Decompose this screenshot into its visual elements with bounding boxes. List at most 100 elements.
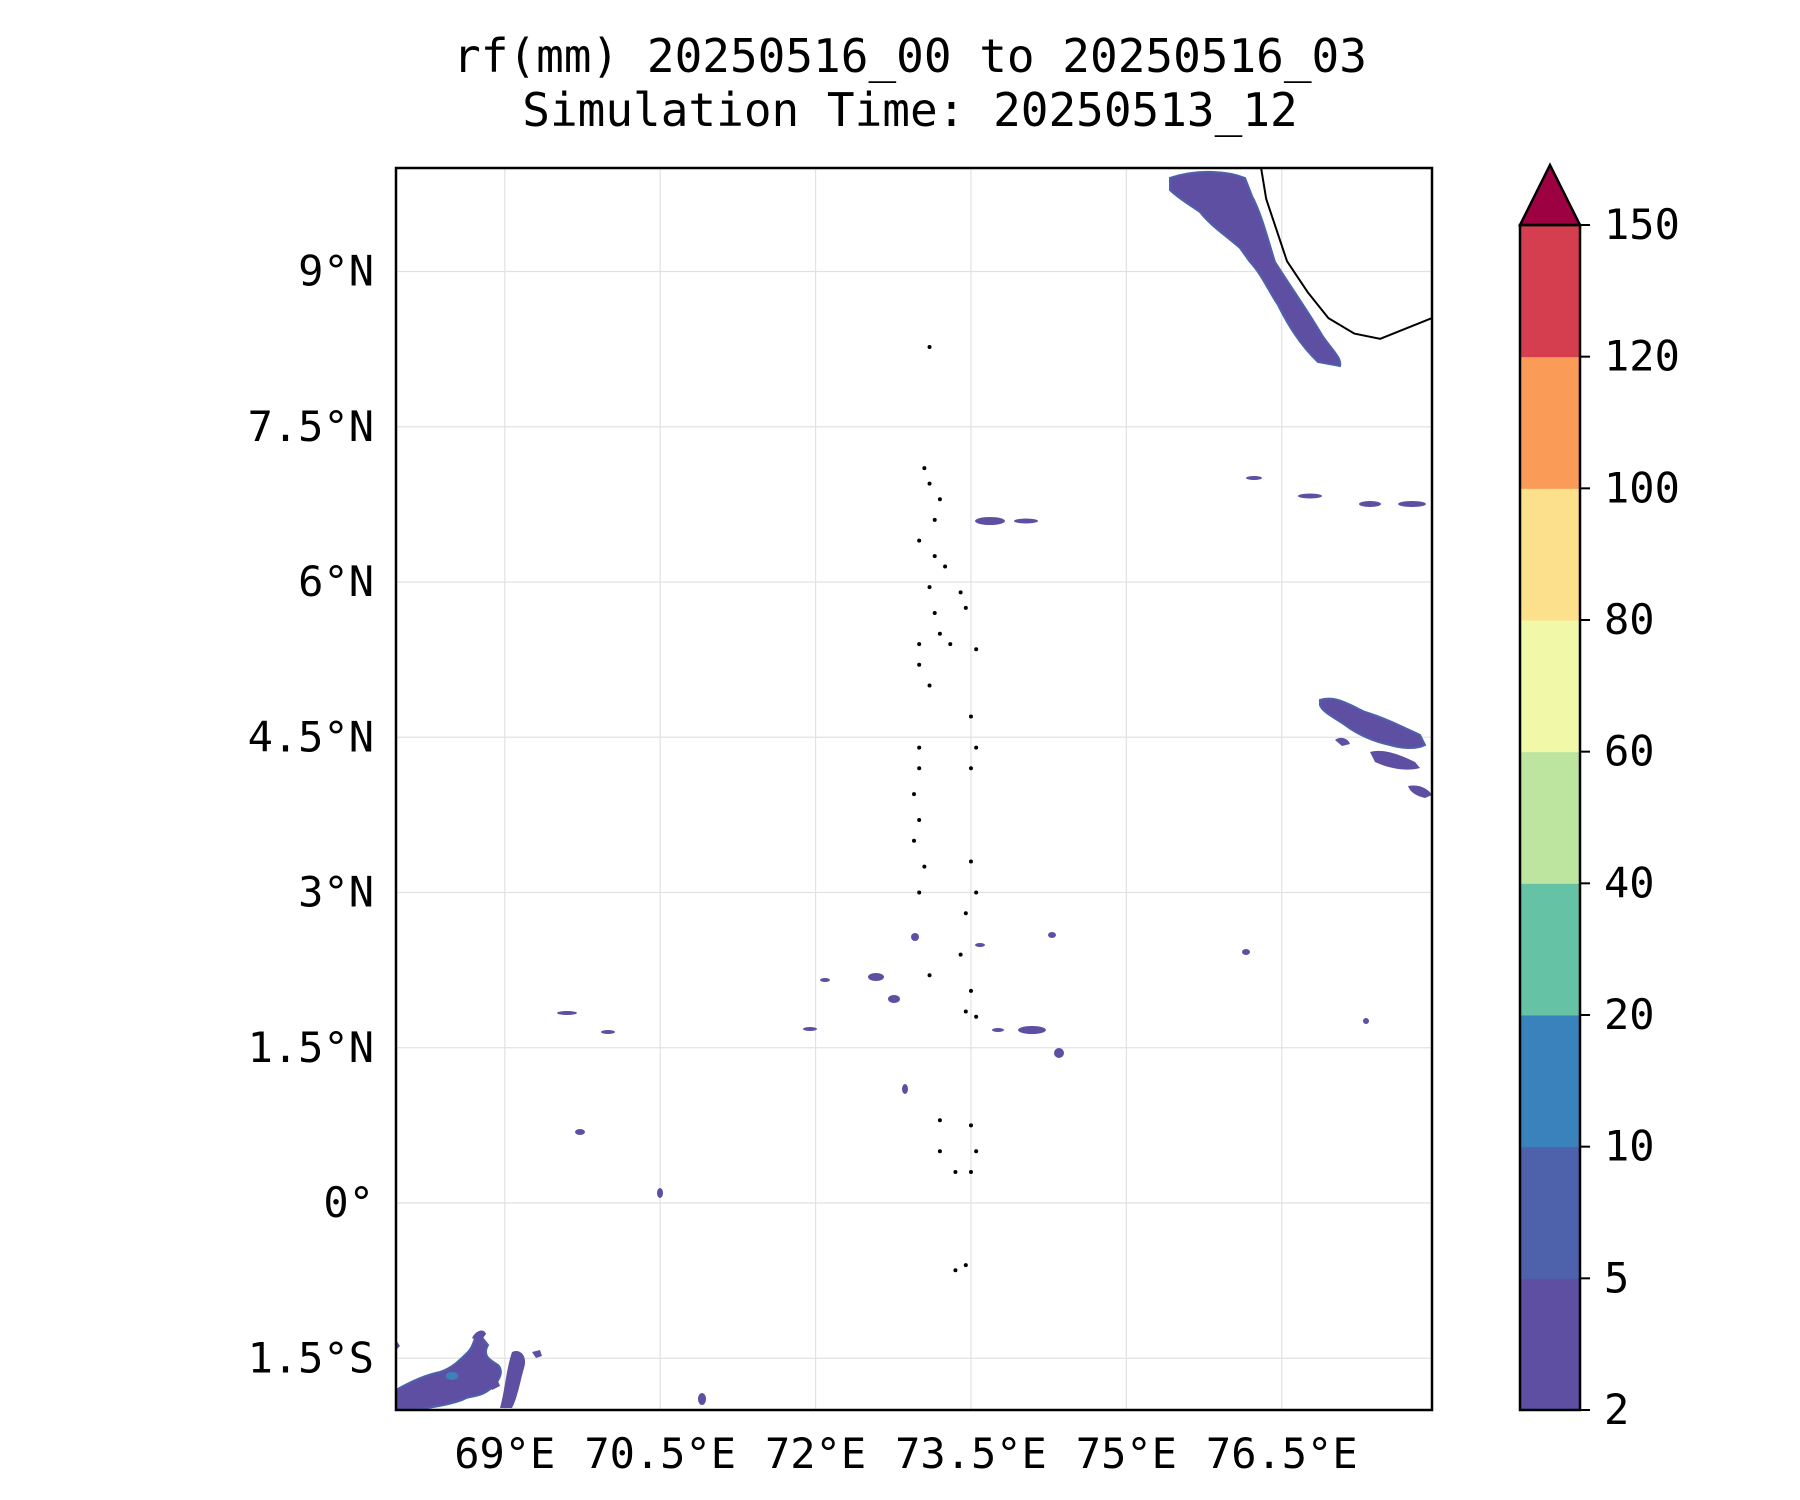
island-34	[963, 1009, 968, 1014]
colorbar-label-7: 100	[1604, 463, 1680, 512]
island-1	[922, 466, 927, 471]
map-frame	[394, 166, 1434, 1412]
island-35	[974, 1014, 979, 1019]
colorbar-extend-arrow	[1517, 162, 1583, 227]
rain-patch-se-4	[1335, 737, 1350, 746]
colorbar-segment-3	[1520, 883, 1580, 1016]
colorbar-segment-1	[1520, 1146, 1580, 1279]
rain-dot-4	[992, 1028, 1004, 1032]
colorbar-frame	[1518, 223, 1582, 1412]
colorbar-segment-7	[1520, 356, 1580, 489]
island-33	[968, 988, 973, 993]
colorbar-label-6: 80	[1604, 595, 1655, 644]
map-gridlines	[396, 168, 1432, 1410]
island-8	[927, 585, 932, 590]
island-21	[917, 745, 922, 750]
rain-streak-4	[1298, 493, 1322, 499]
rain-dot-16	[1242, 949, 1250, 955]
island-17	[927, 683, 932, 688]
rain-dot-6	[557, 1011, 577, 1015]
island-27	[917, 890, 922, 895]
title-line-1: rf(mm) 20250516_00 to 20250516_03	[453, 29, 1367, 83]
island-12	[958, 590, 963, 595]
y-tick-label-5: 1.5°N	[248, 1023, 374, 1072]
colorbar-label-0: 2	[1604, 1385, 1629, 1434]
y-tick-label-4: 3°N	[298, 868, 374, 917]
colorbar-label-4: 40	[1604, 858, 1655, 907]
colorbar-segment-4	[1520, 751, 1580, 884]
rain-streak-6	[1398, 501, 1426, 507]
island-outlines	[912, 345, 979, 1273]
island-25	[912, 838, 916, 843]
longitude-axis: 69°E 70.5°E 72°E 73.5°E 75°E 76.5°E	[454, 1429, 1357, 1478]
island-7	[943, 564, 948, 569]
island-16	[917, 662, 922, 667]
x-tick-label-0: 69°E	[454, 1429, 555, 1478]
colorbar-label-8: 120	[1604, 332, 1680, 381]
colorbar-segment-2	[1520, 1015, 1580, 1148]
rain-patch-se-3	[1408, 785, 1432, 798]
colorbar: 2 5 10 20 40 60 80 100 120 150	[1517, 162, 1680, 1434]
colorbar-label-9: 150	[1604, 200, 1680, 249]
y-tick-label-1: 7.5°N	[248, 402, 374, 451]
island-10	[937, 631, 942, 636]
island-4	[932, 517, 937, 522]
rain-dot-12	[902, 1084, 908, 1094]
rain-dot-10	[575, 1129, 585, 1135]
rainfall-layer	[396, 170, 1432, 1410]
island-37	[937, 1149, 942, 1154]
rain-dot-9	[820, 978, 830, 982]
island-20	[968, 766, 973, 771]
island-24	[917, 818, 922, 823]
rain-patch-sw-3	[472, 1330, 486, 1342]
island-42	[963, 1263, 968, 1268]
latitude-axis: 9°N 7.5°N 6°N 4.5°N 3°N 1.5°N 0° 1.5°S	[248, 247, 374, 1383]
rain-streak-1	[975, 517, 1005, 525]
island-41	[968, 1123, 973, 1128]
island-6	[932, 554, 937, 559]
rain-patch-se-2	[1370, 750, 1420, 770]
island-43	[953, 1268, 958, 1273]
rain-streak-3	[1246, 476, 1262, 480]
island-29	[974, 890, 979, 895]
island-0	[927, 345, 932, 350]
rain-streak-2	[1014, 518, 1038, 524]
island-2	[927, 481, 932, 486]
rain-streak-5	[1359, 501, 1381, 507]
island-36	[937, 1118, 942, 1123]
y-tick-label-0: 9°N	[298, 247, 374, 296]
island-22	[917, 766, 922, 771]
colorbar-label-2: 10	[1604, 1122, 1655, 1171]
rain-dot-3	[1018, 1026, 1046, 1034]
island-13	[963, 605, 968, 610]
colorbar-segment-0	[1520, 1278, 1580, 1411]
colorbar-segment-8	[1520, 225, 1580, 358]
island-32	[927, 973, 932, 978]
island-19	[974, 745, 979, 750]
title-line-2: Simulation Time: 20250513_12	[522, 83, 1297, 137]
y-tick-label-2: 6°N	[298, 557, 374, 606]
rain-core-sw	[446, 1372, 458, 1380]
rain-patch-kerala-2	[1200, 178, 1230, 197]
colorbar-segment-6	[1520, 488, 1580, 621]
colorbar-label-3: 20	[1604, 990, 1655, 1039]
map-background	[396, 168, 1432, 1410]
island-38	[953, 1169, 958, 1174]
island-30	[963, 911, 968, 916]
rain-dot-15	[1054, 1048, 1064, 1058]
rain-patch-se-1	[1319, 697, 1427, 749]
x-tick-label-5: 76.5°E	[1206, 1429, 1358, 1478]
rain-dot-17	[1363, 1018, 1369, 1024]
island-5	[917, 538, 922, 543]
x-tick-label-1: 70.5°E	[584, 1429, 736, 1478]
island-28	[968, 859, 973, 864]
island-18	[968, 714, 973, 719]
island-26	[922, 864, 927, 869]
rain-dot-13	[911, 933, 919, 941]
colorbar-label-5: 60	[1604, 727, 1655, 776]
island-39	[968, 1169, 973, 1174]
island-40	[974, 1149, 979, 1154]
island-23	[912, 792, 916, 797]
island-11	[917, 642, 922, 647]
